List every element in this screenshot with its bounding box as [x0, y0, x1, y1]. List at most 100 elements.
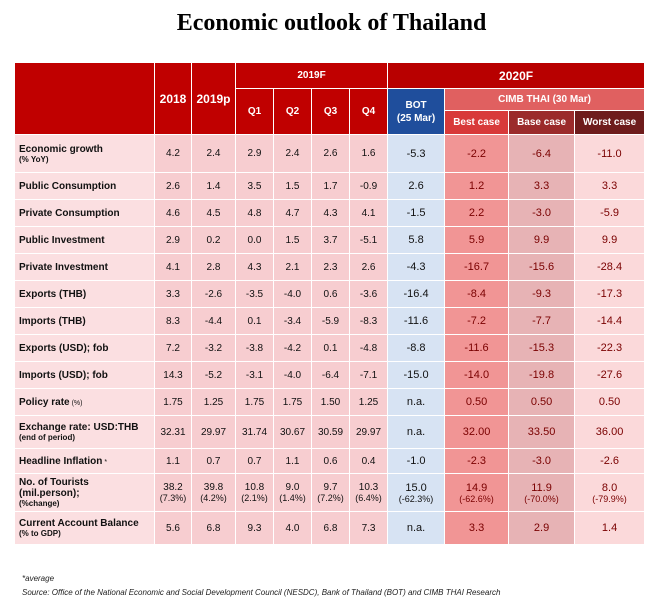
table-cell: -3.1 [235, 361, 274, 389]
row-label: Headline Inflation * [14, 448, 155, 474]
table-cell: -1.5 [387, 199, 446, 227]
table-cell: 8.3 [154, 307, 192, 335]
row-label-text: Headline Inflation [19, 455, 103, 467]
table-cell: -9.3 [508, 280, 576, 308]
table-cell: 33.50 [508, 415, 576, 449]
cell-value: 29.97 [200, 426, 227, 438]
cell-value: -11.6 [403, 315, 429, 327]
cell-value: 4.1 [166, 261, 180, 273]
cell-value: 4.0 [285, 522, 300, 534]
header-2020f: 2020F [387, 62, 646, 89]
row-label-suffix: * [104, 458, 108, 466]
cell-value: 6.8 [206, 522, 221, 534]
table-cell: -3.6 [348, 280, 389, 308]
cell-value: 1.75 [244, 396, 265, 408]
cell-value: -28.4 [597, 261, 623, 273]
cell-value: 2.3 [323, 261, 338, 273]
table-row: Imports (USD); fob 14.3 -5.2 -3.1 -4.0 -6.4 -7… [14, 361, 646, 389]
cell-value: 30.59 [317, 426, 344, 438]
footnote: *average [22, 574, 55, 583]
cell-value: 2.6 [361, 261, 376, 273]
table-cell: 1.4 [574, 511, 646, 545]
table-cell: 1.1 [154, 448, 192, 474]
table-cell: -4.8 [348, 334, 389, 362]
table-cell: -22.3 [574, 334, 646, 362]
table-cell: -11.6 [444, 334, 510, 362]
cell-subvalue: (-62.3%) [398, 493, 434, 504]
row-label-suffix: (%) [71, 399, 83, 407]
cell-value: -2.2 [467, 147, 487, 160]
table-cell: 15.0 (-62.3%) [387, 473, 446, 512]
header-bot: BOT (25 Mar) [387, 88, 446, 135]
cell-value: 0.6 [323, 288, 338, 300]
row-label-text: No. of Tourists (mil.person); [19, 477, 89, 499]
cell-value: 2.9 [533, 522, 550, 534]
cell-value: -3.5 [245, 288, 264, 300]
table-cell: -2.6 [574, 448, 646, 474]
cell-value: 1.4 [601, 522, 618, 534]
table-cell: 1.5 [273, 226, 312, 254]
cell-subvalue: (2.1%) [241, 493, 268, 503]
table-cell: 10.3 (6.4%) [348, 473, 389, 512]
table-row: Headline Inflation * 1.1 0.7 0.7 1.1 0.6 0.4 -1.… [14, 448, 646, 474]
cell-value: -5.9 [321, 315, 340, 327]
cell-value: 2.4 [285, 148, 300, 159]
cell-value: -4.8 [359, 342, 378, 354]
table-cell: 1.6 [348, 134, 389, 173]
table-cell: -4.2 [273, 334, 312, 362]
cell-value: 4.1 [361, 207, 376, 219]
table-cell: 9.0 (1.4%) [273, 473, 312, 512]
table-cell: 0.7 [235, 448, 274, 474]
table-cell: 2.6 [311, 134, 350, 173]
row-label-text: Exports (THB) [19, 288, 87, 300]
table-cell: 10.8 (2.1%) [235, 473, 274, 512]
table-cell: -5.1 [348, 226, 389, 254]
table-row: Exports (THB) 3.3 -2.6 -3.5 -4.0 0.6 -3.6 -16.4… [14, 280, 646, 308]
table-cell: 4.7 [273, 199, 312, 227]
table-row: Economic growth (% YoY) 4.2 2.4 2.9 2.4 2.6 1.6… [14, 134, 646, 173]
table-cell: n.a. [387, 388, 446, 416]
row-label-text: Imports (THB) [19, 315, 86, 327]
table-cell: n.a. [387, 511, 446, 545]
table-cell: 0.7 [191, 448, 236, 474]
cell-value: 3.3 [166, 288, 180, 300]
cell-value: 1.2 [468, 180, 485, 192]
table-cell: -5.9 [574, 199, 646, 227]
cell-value: 15.0 [405, 481, 427, 494]
table-row: Imports (THB) 8.3 -4.4 0.1 -3.4 -5.9 -8.3 -11.6… [14, 307, 646, 335]
table-cell: 3.3 [154, 280, 192, 308]
cell-value: 2.1 [285, 261, 300, 273]
table-cell: 2.2 [444, 199, 510, 227]
table-row: Policy rate (%) 1.75 1.25 1.75 1.75 1.50 1.25 n.… [14, 388, 646, 416]
cell-value: -3.0 [532, 455, 552, 467]
cell-value: -11.0 [597, 147, 622, 160]
row-label-text: Exchange rate: USD:THB [19, 422, 139, 433]
row-label-text: Current Account Balance [19, 518, 139, 529]
table-row: Exports (USD); fob 7.2 -3.2 -3.8 -4.2 0.1 -4.8… [14, 334, 646, 362]
table-cell: 9.3 [235, 511, 274, 545]
table-cell: 7.2 [154, 334, 192, 362]
cell-value: 0.7 [206, 455, 221, 467]
table-cell: -5.2 [191, 361, 236, 389]
table-cell: 0.50 [508, 388, 576, 416]
table-cell: 1.7 [311, 172, 350, 200]
row-label: Public Consumption [14, 172, 155, 200]
cell-value: -2.3 [467, 455, 487, 467]
table-cell: 9.9 [574, 226, 646, 254]
table-cell: 6.8 [191, 511, 236, 545]
row-label-text: Policy rate [19, 396, 70, 408]
cell-subvalue: (7.3%) [159, 493, 187, 503]
header-q3: Q3 [311, 88, 350, 135]
table-cell: -0.9 [348, 172, 389, 200]
cell-value: -16.4 [403, 288, 429, 300]
table-cell: 4.2 [154, 134, 192, 173]
table-cell: -17.3 [574, 280, 646, 308]
table-cell: -3.5 [235, 280, 274, 308]
table-cell: -8.3 [348, 307, 389, 335]
row-label-text: Exports (USD); fob [19, 342, 109, 354]
table-cell: 9.9 [508, 226, 576, 254]
table-cell: 2.6 [154, 172, 192, 200]
cell-value: 2.9 [166, 234, 180, 246]
row-label: Policy rate (%) [14, 388, 155, 416]
page-title: Economic outlook of Thailand [176, 10, 487, 36]
